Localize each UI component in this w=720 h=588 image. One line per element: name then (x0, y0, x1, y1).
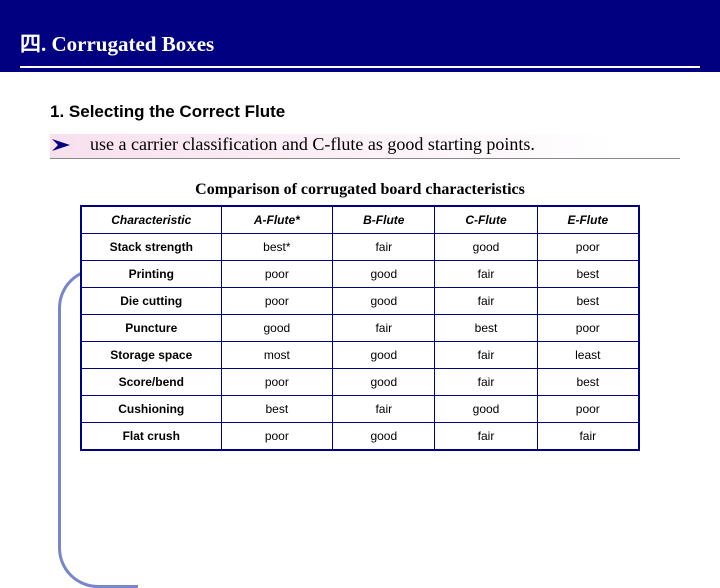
row-label: Stack strength (81, 234, 221, 261)
cell: good (333, 288, 435, 315)
cell: poor (221, 288, 333, 315)
cell: fair (333, 315, 435, 342)
cell: poor (537, 396, 639, 423)
cell: poor (537, 234, 639, 261)
row-label: Storage space (81, 342, 221, 369)
row-label: Die cutting (81, 288, 221, 315)
cell: good (221, 315, 333, 342)
row-label: Puncture (81, 315, 221, 342)
col-header: C-Flute (435, 206, 537, 234)
arrow-icon (50, 135, 76, 155)
cell: fair (435, 288, 537, 315)
cell: least (537, 342, 639, 369)
cell: good (333, 369, 435, 396)
table-row: Puncture good fair best poor (81, 315, 639, 342)
page-title: 四. Corrugated Boxes (20, 32, 214, 56)
cell: best (537, 288, 639, 315)
bullet-text: use a carrier classification and C-flute… (90, 134, 535, 155)
table-body: Stack strength best* fair good poor Prin… (81, 234, 639, 451)
cell: fair (537, 423, 639, 451)
cell: poor (221, 261, 333, 288)
table-row: Flat crush poor good fair fair (81, 423, 639, 451)
col-header: Characteristic (81, 206, 221, 234)
cell: good (333, 261, 435, 288)
comparison-table: Characteristic A-Flute* B-Flute C-Flute … (80, 205, 640, 451)
cell: best* (221, 234, 333, 261)
table-row: Stack strength best* fair good poor (81, 234, 639, 261)
cell: best (537, 261, 639, 288)
cell: best (537, 369, 639, 396)
table-row: Score/bend poor good fair best (81, 369, 639, 396)
table-caption: Comparison of corrugated board character… (40, 181, 680, 199)
row-label: Flat crush (81, 423, 221, 451)
cell: poor (537, 315, 639, 342)
cell: fair (435, 423, 537, 451)
table-row: Cushioning best fair good poor (81, 396, 639, 423)
section-subhead: 1. Selecting the Correct Flute (50, 102, 680, 122)
col-header: B-Flute (333, 206, 435, 234)
cell: good (333, 423, 435, 451)
row-label: Printing (81, 261, 221, 288)
table-row: Storage space most good fair least (81, 342, 639, 369)
row-label: Score/bend (81, 369, 221, 396)
header-band: 四. Corrugated Boxes (0, 0, 720, 72)
content-area: 1. Selecting the Correct Flute use a car… (0, 72, 720, 461)
cell: good (435, 234, 537, 261)
cell: best (221, 396, 333, 423)
header-title-wrap: 四. Corrugated Boxes (20, 28, 700, 68)
table-row: Printing poor good fair best (81, 261, 639, 288)
cell: fair (435, 261, 537, 288)
table-header-row: Characteristic A-Flute* B-Flute C-Flute … (81, 206, 639, 234)
bullet-row: use a carrier classification and C-flute… (50, 134, 680, 159)
cell: poor (221, 423, 333, 451)
cell: poor (221, 369, 333, 396)
cell: fair (333, 234, 435, 261)
cell: fair (333, 396, 435, 423)
col-header: A-Flute* (221, 206, 333, 234)
cell: best (435, 315, 537, 342)
col-header: E-Flute (537, 206, 639, 234)
cell: most (221, 342, 333, 369)
cell: fair (435, 369, 537, 396)
cell: good (333, 342, 435, 369)
table-row: Die cutting poor good fair best (81, 288, 639, 315)
cell: good (435, 396, 537, 423)
cell: fair (435, 342, 537, 369)
row-label: Cushioning (81, 396, 221, 423)
